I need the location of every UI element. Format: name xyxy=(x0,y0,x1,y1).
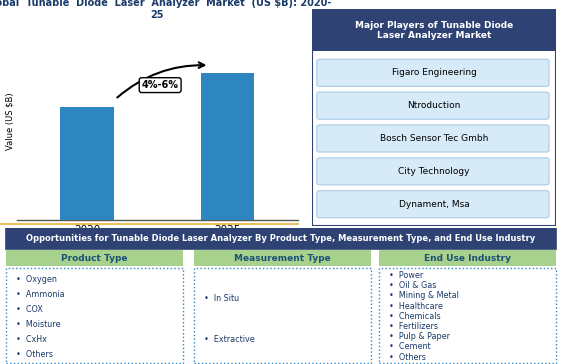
Bar xyxy=(61,107,114,220)
Text: Major Players of Tunable Diode
Laser Analyzer Market: Major Players of Tunable Diode Laser Ana… xyxy=(355,20,513,40)
Text: •  CxHx: • CxHx xyxy=(16,335,47,344)
Text: •  In Situ: • In Situ xyxy=(204,294,239,303)
Text: •  Pulp & Paper: • Pulp & Paper xyxy=(389,332,451,341)
Text: •  Healthcare: • Healthcare xyxy=(389,301,443,310)
FancyBboxPatch shape xyxy=(312,9,556,226)
Text: Opportunities for Tunable Diode Laser Analyzer By Product Type, Measurement Type: Opportunities for Tunable Diode Laser An… xyxy=(26,234,536,242)
Text: Bosch Sensor Tec Gmbh: Bosch Sensor Tec Gmbh xyxy=(380,134,488,143)
FancyBboxPatch shape xyxy=(312,9,556,51)
Text: Product Type: Product Type xyxy=(61,254,128,263)
Text: 4%-6%: 4%-6% xyxy=(142,80,179,90)
Text: •  COX: • COX xyxy=(16,305,43,314)
FancyBboxPatch shape xyxy=(6,228,556,249)
Text: Ntroduction: Ntroduction xyxy=(407,101,461,110)
FancyBboxPatch shape xyxy=(379,268,556,363)
FancyBboxPatch shape xyxy=(317,92,549,119)
Text: •  Oil & Gas: • Oil & Gas xyxy=(389,281,437,290)
Text: •  Extractive: • Extractive xyxy=(204,336,255,344)
Text: •  Ammonia: • Ammonia xyxy=(16,290,65,298)
FancyBboxPatch shape xyxy=(317,59,549,86)
Text: •  Oxygen: • Oxygen xyxy=(16,274,57,284)
FancyBboxPatch shape xyxy=(317,125,549,152)
Text: •  Fertilizers: • Fertilizers xyxy=(389,322,438,331)
Text: City Technology: City Technology xyxy=(398,167,470,176)
Text: •  Moisture: • Moisture xyxy=(16,320,60,329)
FancyBboxPatch shape xyxy=(6,268,183,363)
FancyBboxPatch shape xyxy=(317,158,549,185)
Text: End Use Industry: End Use Industry xyxy=(424,254,511,263)
Text: Figaro Engineering: Figaro Engineering xyxy=(392,68,477,77)
FancyBboxPatch shape xyxy=(194,250,371,266)
Text: Measurement Type: Measurement Type xyxy=(234,254,331,263)
Text: •  Others: • Others xyxy=(16,350,53,359)
Text: Dynament, Msa: Dynament, Msa xyxy=(399,200,469,209)
FancyBboxPatch shape xyxy=(194,268,371,363)
Text: •  Power: • Power xyxy=(389,271,424,280)
Text: •  Cement: • Cement xyxy=(389,342,431,351)
Y-axis label: Value (US $B): Value (US $B) xyxy=(5,92,14,150)
FancyBboxPatch shape xyxy=(6,250,183,266)
Text: •  Chemicals: • Chemicals xyxy=(389,312,441,321)
Text: •  Mining & Metal: • Mining & Metal xyxy=(389,291,459,300)
FancyBboxPatch shape xyxy=(317,191,549,218)
Bar xyxy=(201,73,254,220)
FancyBboxPatch shape xyxy=(379,250,556,266)
Text: Source: Lucintel: Source: Lucintel xyxy=(242,250,303,259)
Title: Global  Tunable  Diode  Laser  Analyzer  Market  (US $B): 2020-
25: Global Tunable Diode Laser Analyzer Mark… xyxy=(0,0,331,20)
Text: •  Others: • Others xyxy=(389,352,427,361)
